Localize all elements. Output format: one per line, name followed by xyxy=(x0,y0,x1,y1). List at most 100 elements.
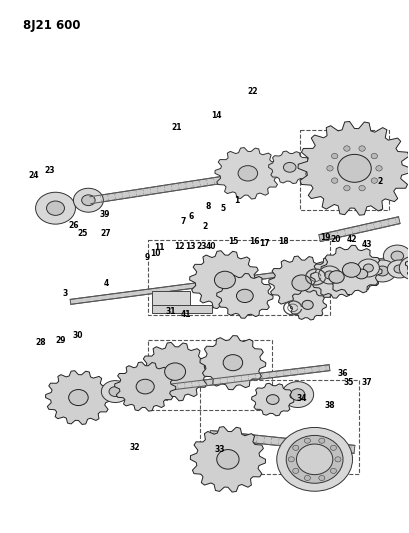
Polygon shape xyxy=(90,163,310,204)
Ellipse shape xyxy=(109,386,121,397)
Ellipse shape xyxy=(387,260,409,278)
Text: 12: 12 xyxy=(174,243,184,252)
Polygon shape xyxy=(190,251,260,309)
Text: 34: 34 xyxy=(296,394,307,403)
Ellipse shape xyxy=(217,449,239,469)
Ellipse shape xyxy=(315,134,394,202)
Ellipse shape xyxy=(342,263,361,277)
Polygon shape xyxy=(68,365,330,402)
Polygon shape xyxy=(140,342,210,401)
Ellipse shape xyxy=(236,289,253,303)
Ellipse shape xyxy=(371,178,378,183)
Ellipse shape xyxy=(277,427,353,491)
Text: 33: 33 xyxy=(215,445,225,454)
Polygon shape xyxy=(405,244,409,286)
Polygon shape xyxy=(252,383,294,416)
Text: 40: 40 xyxy=(205,243,216,252)
Polygon shape xyxy=(200,336,266,390)
Ellipse shape xyxy=(344,185,350,191)
Text: 6: 6 xyxy=(189,212,194,221)
Ellipse shape xyxy=(371,154,378,159)
Polygon shape xyxy=(298,122,409,215)
Text: 39: 39 xyxy=(99,210,110,219)
Ellipse shape xyxy=(267,394,279,405)
Ellipse shape xyxy=(304,475,310,481)
Ellipse shape xyxy=(364,264,373,272)
Ellipse shape xyxy=(338,155,371,182)
Text: 32: 32 xyxy=(130,442,140,451)
Ellipse shape xyxy=(36,192,75,224)
Ellipse shape xyxy=(293,469,299,473)
Ellipse shape xyxy=(359,146,365,151)
Text: 16: 16 xyxy=(249,237,259,246)
Ellipse shape xyxy=(74,188,103,212)
Polygon shape xyxy=(311,256,362,298)
Polygon shape xyxy=(289,290,326,320)
Ellipse shape xyxy=(165,363,186,381)
Polygon shape xyxy=(319,217,400,241)
Ellipse shape xyxy=(286,435,343,483)
Text: 10: 10 xyxy=(151,249,161,258)
Text: 11: 11 xyxy=(155,244,165,253)
Text: 17: 17 xyxy=(259,239,269,248)
Ellipse shape xyxy=(214,271,236,289)
Ellipse shape xyxy=(319,266,341,284)
Ellipse shape xyxy=(302,300,313,309)
Ellipse shape xyxy=(344,146,350,151)
Ellipse shape xyxy=(407,263,409,273)
Bar xyxy=(200,379,360,474)
Ellipse shape xyxy=(297,444,333,475)
Ellipse shape xyxy=(136,379,154,394)
Ellipse shape xyxy=(335,152,374,184)
Text: 20: 20 xyxy=(330,236,341,245)
Text: 15: 15 xyxy=(228,237,238,246)
Text: 8: 8 xyxy=(205,202,211,211)
Text: 8J21 600: 8J21 600 xyxy=(22,19,80,32)
Text: 21: 21 xyxy=(171,123,182,132)
Ellipse shape xyxy=(330,445,337,450)
Ellipse shape xyxy=(294,271,312,285)
Ellipse shape xyxy=(223,354,243,370)
Polygon shape xyxy=(215,148,281,199)
Polygon shape xyxy=(269,256,335,310)
Polygon shape xyxy=(269,151,311,183)
Text: 18: 18 xyxy=(278,237,288,246)
Ellipse shape xyxy=(290,389,305,400)
Text: 35: 35 xyxy=(343,378,353,387)
Text: 9: 9 xyxy=(145,253,150,262)
Ellipse shape xyxy=(69,390,88,406)
Text: 30: 30 xyxy=(72,331,83,340)
Bar xyxy=(148,240,330,315)
Ellipse shape xyxy=(331,178,338,183)
Ellipse shape xyxy=(399,256,409,280)
Polygon shape xyxy=(321,245,382,295)
Text: 2: 2 xyxy=(203,222,208,231)
Ellipse shape xyxy=(325,143,384,194)
Text: 29: 29 xyxy=(56,336,66,345)
Text: 36: 36 xyxy=(337,369,348,378)
Ellipse shape xyxy=(359,185,365,191)
Ellipse shape xyxy=(376,266,389,276)
Ellipse shape xyxy=(369,260,396,282)
Ellipse shape xyxy=(293,445,299,450)
Ellipse shape xyxy=(331,154,338,159)
Text: 13: 13 xyxy=(185,243,196,252)
Ellipse shape xyxy=(304,438,310,443)
Ellipse shape xyxy=(355,269,368,279)
Text: 22: 22 xyxy=(247,87,258,96)
Ellipse shape xyxy=(383,245,409,267)
Ellipse shape xyxy=(299,275,307,281)
Text: 4: 4 xyxy=(103,279,108,288)
Text: 28: 28 xyxy=(35,338,46,347)
Text: 25: 25 xyxy=(77,229,88,238)
Ellipse shape xyxy=(288,457,294,462)
Text: 27: 27 xyxy=(101,229,111,238)
Ellipse shape xyxy=(391,251,404,261)
Ellipse shape xyxy=(101,381,129,402)
Bar xyxy=(148,340,272,409)
Ellipse shape xyxy=(283,163,296,172)
Text: 3: 3 xyxy=(63,288,68,297)
Ellipse shape xyxy=(319,475,325,481)
Polygon shape xyxy=(70,255,405,304)
Ellipse shape xyxy=(325,271,335,279)
